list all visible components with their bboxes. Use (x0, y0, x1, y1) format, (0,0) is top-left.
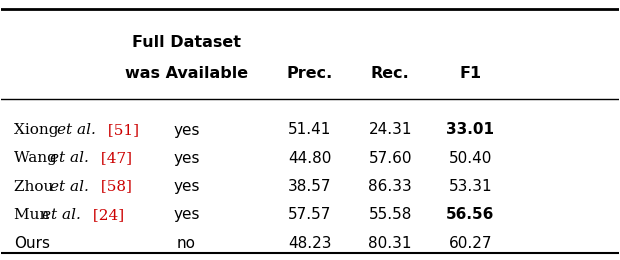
Text: 24.31: 24.31 (368, 122, 412, 138)
Text: 51.41: 51.41 (288, 122, 332, 138)
Text: yes: yes (174, 207, 200, 222)
Text: Zhou: Zhou (14, 180, 58, 194)
Text: 33.01: 33.01 (446, 122, 495, 138)
Text: et al.: et al. (57, 123, 96, 137)
Text: [51]: [51] (104, 123, 140, 137)
Text: [24]: [24] (89, 208, 125, 222)
Text: 57.60: 57.60 (368, 151, 412, 166)
Text: 80.31: 80.31 (368, 236, 412, 251)
Text: Ours: Ours (14, 236, 50, 251)
Text: no: no (177, 236, 196, 251)
Text: 38.57: 38.57 (288, 179, 332, 194)
Text: Mun: Mun (14, 208, 54, 222)
Text: 86.33: 86.33 (368, 179, 412, 194)
Text: 56.56: 56.56 (446, 207, 495, 222)
Text: et al.: et al. (50, 151, 89, 165)
Text: 44.80: 44.80 (288, 151, 332, 166)
Text: 48.23: 48.23 (288, 236, 332, 251)
Text: yes: yes (174, 151, 200, 166)
Text: yes: yes (174, 122, 200, 138)
Text: Xiong: Xiong (14, 123, 63, 137)
Text: [58]: [58] (96, 180, 131, 194)
Text: et al.: et al. (42, 208, 81, 222)
Text: 57.57: 57.57 (288, 207, 332, 222)
Text: Prec.: Prec. (287, 66, 333, 81)
Text: et al.: et al. (50, 180, 89, 194)
Text: 50.40: 50.40 (449, 151, 492, 166)
Text: was Available: was Available (125, 66, 248, 81)
Text: Wang: Wang (14, 151, 61, 165)
Text: 53.31: 53.31 (449, 179, 492, 194)
Text: Rec.: Rec. (371, 66, 410, 81)
Text: 55.58: 55.58 (368, 207, 412, 222)
Text: [47]: [47] (96, 151, 132, 165)
Text: Full Dataset: Full Dataset (132, 35, 241, 50)
Text: yes: yes (174, 179, 200, 194)
Text: 60.27: 60.27 (449, 236, 492, 251)
Text: F1: F1 (459, 66, 482, 81)
